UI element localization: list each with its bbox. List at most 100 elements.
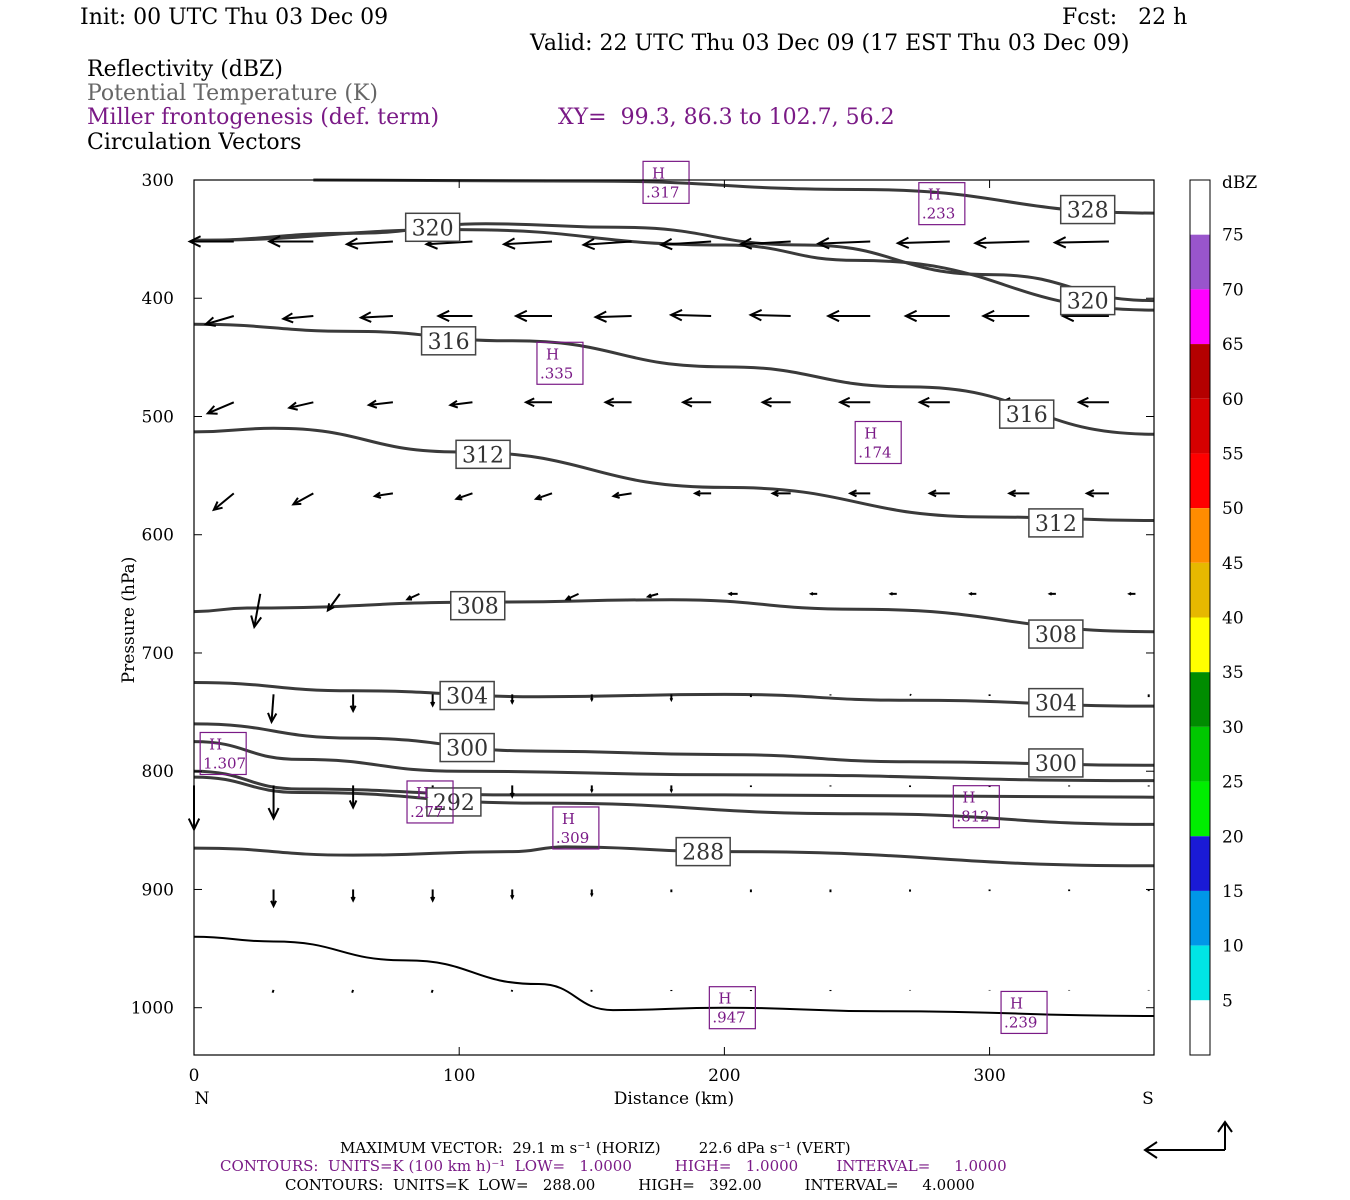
circulation-vector — [818, 240, 871, 245]
vector-head — [668, 309, 683, 322]
contour-label-box — [1028, 748, 1084, 778]
y-tick-label: 900 — [142, 880, 174, 900]
vector-head — [203, 316, 217, 327]
contour-label: 300 — [1035, 752, 1077, 777]
vector-head — [564, 595, 572, 601]
vector-head — [973, 236, 987, 249]
vector-head — [847, 489, 857, 498]
frontogenesis-max-label: H — [1010, 994, 1023, 1012]
frontogenesis-max-label: H — [546, 345, 559, 363]
vector-head — [760, 397, 772, 408]
contour-label-box — [450, 590, 506, 621]
valid-time: Valid: 22 UTC Thu 03 Dec 09 (17 EST Thu … — [530, 31, 1130, 56]
vector-head — [815, 237, 830, 250]
theta-contour-312 — [193, 426, 1155, 523]
frontogenesis-max-label: H — [209, 735, 222, 753]
circulation-vector — [456, 492, 473, 500]
circulation-vector — [213, 492, 235, 511]
colorbar-label: 75 — [1222, 226, 1244, 246]
theta-contours — [193, 178, 1155, 1017]
colorbar-label: 55 — [1222, 444, 1244, 464]
circulation-vector — [253, 593, 262, 628]
x-axis: 0 100 200 300 — [189, 180, 1006, 1086]
south-label: S — [1142, 1089, 1154, 1109]
colorbar-frame — [1189, 179, 1211, 1056]
theta-contour-300 — [193, 722, 1155, 767]
vector-head — [1127, 592, 1132, 596]
y-tick-label: 600 — [142, 526, 174, 546]
colorbar-title: dBZ — [1222, 173, 1257, 193]
y-tick-label: 800 — [142, 762, 174, 782]
colorbar-segment — [1190, 781, 1210, 837]
circulation-vector — [283, 314, 314, 320]
colorbar-segment — [1190, 289, 1210, 345]
contour-label-box — [426, 787, 482, 817]
vector-head — [981, 309, 995, 323]
circulation-vector — [368, 401, 394, 407]
field-reflectivity: Reflectivity (dBZ) — [87, 57, 283, 82]
vector-head — [326, 603, 335, 613]
vector-head — [645, 593, 652, 599]
vector-head — [593, 310, 607, 323]
vector-head — [533, 493, 543, 501]
vector-head — [1047, 592, 1053, 596]
contours-theta-note: CONTOURS: UNITS=K LOW= 288.00 HIGH= 392.… — [285, 1176, 975, 1194]
forecast-hour: Fcst: 22 h — [1062, 5, 1188, 30]
frontogenesis-max-value: .335 — [540, 364, 573, 382]
contour-label: 328 — [1067, 199, 1109, 224]
vector-head — [581, 237, 596, 251]
contour-label: 312 — [462, 443, 504, 468]
vector-head — [291, 497, 302, 506]
contour-label: 304 — [1035, 692, 1077, 717]
circulation-vector — [975, 240, 1030, 245]
circulation-vector — [1054, 240, 1109, 244]
vector-head — [611, 491, 620, 499]
x-tick-label: 0 — [189, 1066, 200, 1086]
contour-label-box — [1028, 619, 1084, 649]
init-time: Init: 00 UTC Thu 03 Dec 09 — [80, 5, 389, 30]
frontogenesis-max-box — [552, 806, 600, 850]
colorbar-segment — [1190, 617, 1210, 673]
theta-contour-288 — [193, 845, 1155, 868]
theta-contour-292 — [193, 769, 1155, 799]
circulation-vector — [351, 989, 355, 994]
contour-label: 292 — [433, 791, 475, 816]
theta-contour-296 — [193, 740, 1155, 783]
field-circulation-vectors: Circulation Vectors — [87, 130, 302, 155]
y-tick-label: 500 — [142, 407, 174, 427]
frontogenesis-max-value: .317 — [646, 183, 679, 201]
circulation-vector — [897, 240, 950, 245]
circulation-vector — [671, 313, 712, 317]
circulation-vector — [430, 989, 434, 994]
contour-label-box — [1059, 285, 1116, 316]
colorbar-label: 15 — [1222, 882, 1244, 902]
circulation-vector — [661, 240, 712, 246]
vector-head — [968, 592, 973, 596]
colorbar-segment — [1190, 890, 1210, 946]
contours-frontogenesis-note: CONTOURS: UNITS=K (100 km h)⁻¹ LOW= 1.00… — [220, 1157, 1007, 1175]
y-axis: 300 400 500 600 700 800 900 1000 — [131, 171, 1154, 1019]
vector-head — [349, 705, 357, 714]
circulation-vector — [327, 593, 341, 611]
vector-head — [808, 592, 814, 596]
vector-head — [590, 892, 594, 898]
circulation-vector — [292, 492, 314, 506]
contour-label: 316 — [1006, 403, 1048, 428]
frontogenesis-max-label: H — [562, 810, 575, 828]
theta-contour-316 — [193, 322, 1155, 436]
colorbar-label: 5 — [1222, 991, 1233, 1011]
circulation-vector — [583, 240, 632, 246]
vector-head — [454, 493, 463, 501]
x-tick-label: 200 — [708, 1066, 740, 1086]
frontogenesis-max-box — [952, 785, 1000, 829]
frontogenesis-max-value: .812 — [956, 808, 989, 826]
vector-head — [205, 405, 218, 415]
circulation-vector — [750, 313, 791, 317]
vector-head — [888, 592, 894, 596]
vector-head — [727, 591, 733, 596]
vector-head — [603, 397, 615, 408]
y-tick-label: 700 — [142, 644, 174, 664]
vector-head — [510, 699, 515, 705]
vector-head — [448, 399, 459, 409]
vector-head — [513, 309, 528, 323]
